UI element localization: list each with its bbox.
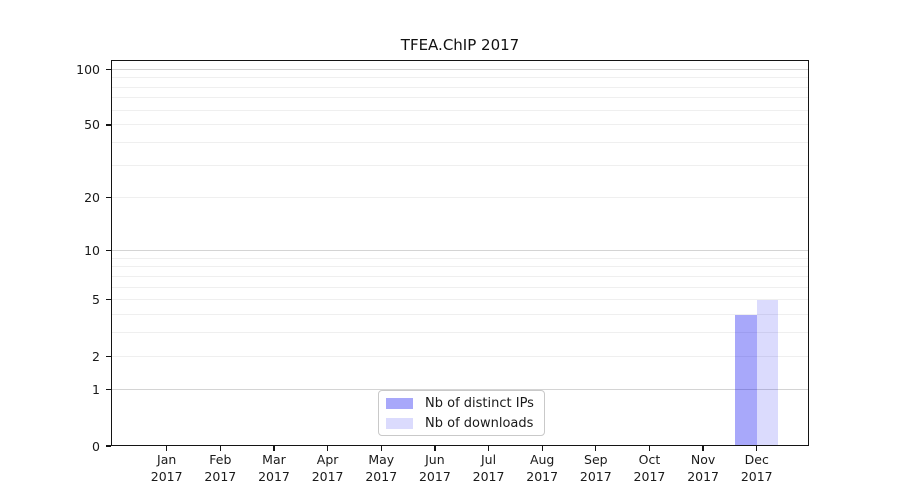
gridline-minor [111, 124, 809, 126]
y-tick-label: 0 [92, 438, 100, 454]
gridline-minor [111, 314, 809, 316]
gridline-major [111, 388, 809, 390]
gridline-minor [111, 142, 809, 144]
x-tick [326, 445, 329, 451]
gridline-major [111, 249, 809, 251]
y-tick [105, 445, 111, 447]
legend-item-distinct-ips: Nb of distinct IPs [386, 396, 544, 411]
gridline-minor [111, 97, 809, 99]
x-tick-label: Jul 2017 [472, 452, 505, 484]
gridline-minor [111, 275, 809, 277]
x-tick-label: Nov 2017 [687, 452, 719, 484]
x-tick [380, 445, 382, 451]
x-tick [273, 445, 275, 451]
legend-swatch-distinct-ips-icon [386, 397, 413, 409]
plot-area [111, 60, 809, 446]
x-tick-label: Jan 2017 [150, 452, 183, 484]
x-tick-label: Mar 2017 [258, 452, 290, 484]
x-tick [756, 445, 758, 451]
x-tick-label: May 2017 [365, 452, 398, 484]
x-tick-label: Aug 2017 [526, 452, 559, 484]
y-tick-label: 5 [92, 292, 100, 308]
gridline-minor [111, 286, 809, 288]
x-tick-label: Dec 2017 [740, 452, 773, 484]
y-tick [105, 124, 111, 126]
legend-label-downloads: Nb of downloads [425, 415, 534, 431]
x-tick [595, 445, 597, 451]
gridline-minor [111, 196, 809, 198]
gridline-minor [111, 165, 809, 167]
y-tick-label: 20 [84, 189, 100, 205]
x-tick-label: Feb 2017 [204, 452, 237, 484]
legend-label-distinct-ips: Nb of distinct IPs [425, 395, 534, 411]
gridline-minor [111, 109, 809, 111]
x-tick-label: Sep 2017 [579, 452, 612, 484]
bar-distinct-ips [735, 314, 757, 446]
y-tick [105, 249, 111, 251]
y-tick [105, 196, 111, 199]
y-tick-label: 1 [92, 381, 100, 397]
x-tick-label: Oct 2017 [633, 452, 666, 484]
y-tick-label: 100 [76, 61, 100, 77]
gridline-minor [111, 257, 809, 259]
legend-swatch-downloads-icon [386, 417, 413, 429]
bar-downloads [756, 299, 779, 446]
y-tick [105, 299, 111, 301]
x-tick [487, 445, 490, 451]
y-tick [105, 355, 111, 357]
chart-title: TFEA.ChIP 2017 [400, 36, 520, 54]
x-tick [702, 445, 704, 451]
y-tick [105, 388, 111, 391]
legend: Nb of distinct IPs Nb of downloads [378, 390, 545, 436]
y-tick-label: 2 [92, 348, 100, 364]
legend-item-downloads: Nb of downloads [386, 416, 544, 431]
gridline-minor [111, 299, 809, 301]
gridline-minor [111, 77, 809, 79]
y-tick-label: 50 [84, 117, 100, 133]
x-tick [541, 445, 543, 451]
x-tick-label: Jun 2017 [418, 452, 451, 484]
gridline-minor [111, 266, 809, 268]
gridline-major [111, 68, 809, 70]
y-tick-label: 10 [84, 242, 100, 258]
x-tick [166, 445, 168, 451]
gridline-minor [111, 355, 809, 357]
x-tick [434, 445, 436, 451]
x-tick [219, 445, 221, 451]
gridline-minor [111, 86, 809, 88]
y-tick [105, 68, 111, 70]
x-tick-label: Apr 2017 [311, 452, 344, 484]
gridline-minor [111, 332, 809, 334]
x-tick [648, 445, 651, 451]
